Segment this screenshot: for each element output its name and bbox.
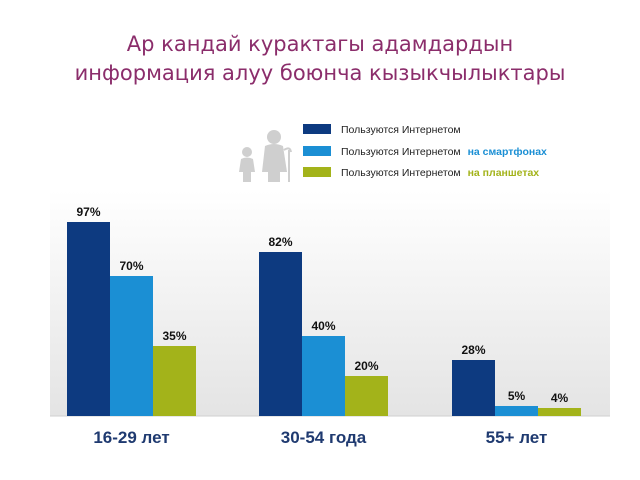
legend-swatch-smartphones	[303, 146, 331, 156]
bar-tablets-1	[153, 346, 196, 416]
legend-item-tablets: Пользуются Интернетом на планшетах	[303, 167, 539, 179]
elderly-person-with-cane-icon	[262, 130, 292, 182]
bar-smartphones-1	[110, 276, 153, 416]
value-label-internet-3: 28%	[461, 343, 485, 357]
legend-text-internet: Пользуются Интернетом	[341, 124, 461, 136]
bars-layer	[67, 222, 581, 416]
legend-swatch-internet	[303, 124, 331, 134]
labels-layer: 97% 70% 35% 16-29 лет 82% 40% 20% 30-54 года 28%…	[76, 205, 568, 447]
value-label-internet-2: 82%	[268, 235, 292, 249]
legend-text-smartphones: Пользуются Интернетом	[341, 146, 461, 158]
bar-smartphones-3	[495, 406, 538, 416]
bar-tablets-3	[538, 408, 581, 416]
category-label-3: 55+ лет	[486, 428, 548, 447]
svg-text:Пользуются Интернетом: Пользуются Интернетом на смартфонах	[341, 146, 547, 158]
bar-internet-3	[452, 360, 495, 416]
bar-internet-1	[67, 222, 110, 416]
category-label-1: 16-29 лет	[93, 428, 169, 447]
svg-text:Пользуются Интернетом: Пользуются Интернетом	[341, 124, 461, 136]
legend-highlight-smartphones: на смартфонах	[468, 146, 547, 158]
value-label-tablets-2: 20%	[354, 359, 378, 373]
legend: Пользуются Интернетом Пользуются Интерне…	[303, 124, 547, 179]
value-label-internet-1: 97%	[76, 205, 100, 219]
legend-highlight-tablets: на планшетах	[468, 167, 540, 179]
svg-text:Пользуются Интернетом: Пользуются Интернетом на планшетах	[341, 167, 539, 179]
value-label-smartphones-2: 40%	[311, 319, 335, 333]
value-label-smartphones-3: 5%	[508, 389, 526, 403]
value-label-smartphones-1: 70%	[119, 259, 143, 273]
legend-item-internet: Пользуются Интернетом	[303, 124, 461, 136]
title-line-2: информация алуу боюнча кызыкчылыктары	[74, 61, 566, 85]
child-icon	[239, 147, 255, 182]
slide-title: Ар кандай курактагы адамдардын информаци…	[0, 30, 640, 88]
value-label-tablets-1: 35%	[162, 329, 186, 343]
legend-item-smartphones: Пользуются Интернетом на смартфонах	[303, 146, 547, 158]
legend-swatch-tablets	[303, 167, 331, 177]
title-line-1: Ар кандай курактагы адамдардын	[126, 32, 514, 56]
bar-smartphones-2	[302, 336, 345, 416]
bar-tablets-2	[345, 376, 388, 416]
value-label-tablets-3: 4%	[551, 391, 569, 405]
legend-text-tablets: Пользуются Интернетом	[341, 167, 461, 179]
category-label-2: 30-54 года	[281, 428, 367, 447]
bar-internet-2	[259, 252, 302, 416]
